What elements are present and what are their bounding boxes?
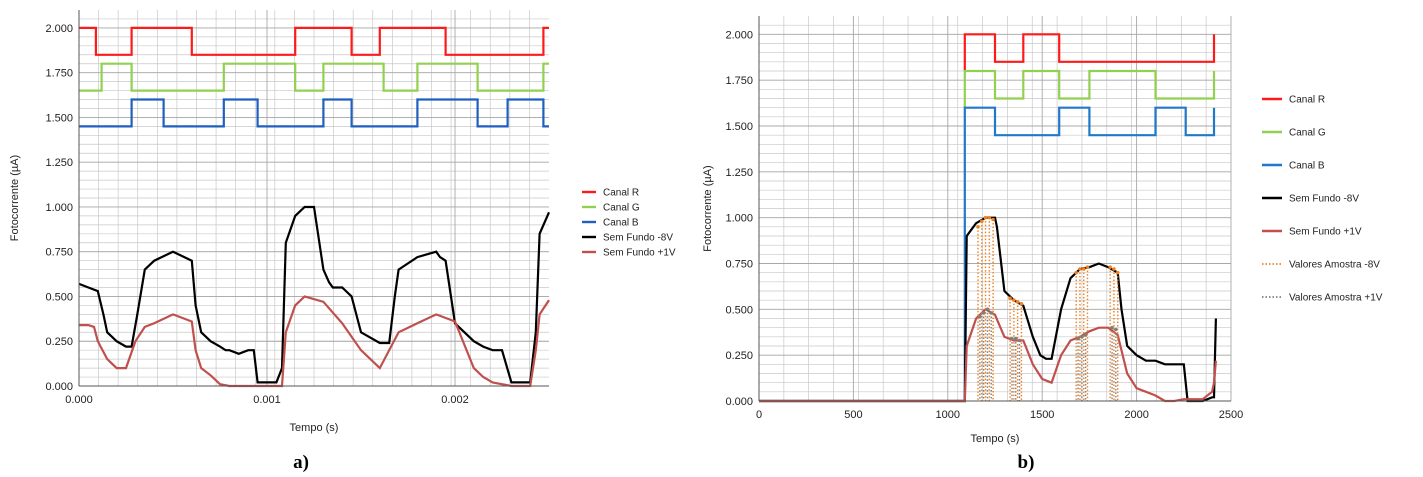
- legend-label: Sem Fundo +1V: [603, 248, 676, 259]
- series-line-canal-r: [79, 26, 549, 56]
- x-tick-label: 2500: [1219, 409, 1243, 421]
- sample-point: [1074, 270, 1078, 275]
- series-line-canal-g: [79, 62, 549, 92]
- x-tick-label: 0.002: [441, 394, 469, 406]
- sample-point: [1110, 325, 1114, 330]
- y-tick-label: 1.250: [45, 157, 73, 169]
- sample-point: [1081, 267, 1086, 271]
- x-tick-label: 0.001: [253, 394, 281, 406]
- sample-point: [1112, 267, 1116, 271]
- chart-panel-b: 0.000 0.250 0.500 0.750 1.000 1.250 1.500 1.750…: [702, 16, 1383, 473]
- legend-label: Sem Fundo -8V: [603, 233, 673, 244]
- legend-label: Canal G: [603, 203, 640, 214]
- series-line-sem-fundo-1v: [759, 307, 1217, 403]
- legend-label: Canal G: [1289, 128, 1326, 139]
- y-tick-label: 1.500: [725, 121, 753, 133]
- sample-point: [1015, 300, 1020, 304]
- x-tick-label: 1000: [936, 409, 960, 421]
- x-tick-label: 0.000: [65, 394, 93, 406]
- legend: Canal R Canal G Canal B Sem Fundo -8V Sem Fu…: [1262, 95, 1383, 304]
- y-tick-label: 1.250: [725, 167, 753, 179]
- x-tick-label: 2000: [1124, 409, 1148, 421]
- legend-label: Valores Amostra -8V: [1289, 260, 1380, 271]
- y-tick-label: 1.750: [725, 75, 753, 87]
- sample-point: [1013, 336, 1018, 341]
- sample-point: [987, 215, 992, 220]
- legend: Canal R Canal G Canal B Sem Fundo -8V Sem Fu…: [582, 188, 676, 259]
- series-line-canal-b: [79, 98, 549, 128]
- series-group: [759, 33, 1217, 403]
- sample-point: [989, 311, 994, 315]
- sample-point: [1010, 336, 1014, 341]
- sample-point: [1083, 333, 1088, 337]
- y-tick-label: 1.000: [725, 213, 753, 225]
- sample-point: [1085, 265, 1090, 269]
- legend-label: Valores Amostra +1V: [1289, 293, 1383, 304]
- panel-label: b): [1018, 452, 1035, 473]
- chart-panel-a: 0.000 0.250 0.500 0.750 1.000 1.250 1.500 1.750…: [9, 10, 676, 473]
- y-tick-label: 0.500: [725, 304, 753, 316]
- sample-point: [981, 311, 986, 315]
- sample-point: [1019, 302, 1024, 306]
- series-line-canal-b: [759, 106, 1216, 403]
- y-tick-label: 0.750: [45, 247, 73, 259]
- sample-point: [1017, 338, 1022, 343]
- legend-label: Sem Fundo -8V: [1289, 194, 1359, 205]
- sample-point: [1080, 335, 1084, 339]
- sample-point: [978, 314, 982, 319]
- sample-point: [1115, 270, 1120, 275]
- y-axis-title: Fotocorrente (µA): [9, 155, 21, 241]
- y-tick-label: 0.750: [725, 259, 753, 271]
- y-tick-label: 1.500: [45, 112, 73, 124]
- legend-label: Canal R: [1289, 95, 1325, 106]
- legend-label: Canal B: [1289, 161, 1325, 172]
- x-axis-title: Tempo (s): [971, 433, 1020, 445]
- grid: [78, 10, 549, 387]
- y-tick-label: 0.000: [45, 381, 73, 393]
- series-line-sem-fundo-8v: [759, 216, 1217, 403]
- y-tick-label: 1.750: [45, 68, 73, 80]
- sample-point: [1108, 265, 1112, 269]
- sample-point: [976, 225, 980, 229]
- y-axis-title: Fotocorrente (µA): [702, 165, 714, 251]
- y-tick-label: 0.250: [725, 350, 753, 362]
- sample-point: [983, 215, 988, 220]
- x-tick-label: 500: [844, 409, 862, 421]
- x-tick-label: 0: [756, 409, 762, 421]
- series-line-canal-r: [963, 33, 1216, 71]
- sample-point: [985, 307, 990, 312]
- series-line-canal-g: [963, 69, 1216, 108]
- x-tick-label: 1500: [1030, 409, 1054, 421]
- panel-label: a): [293, 452, 309, 473]
- legend-label: Canal B: [603, 218, 639, 229]
- sample-point: [1076, 336, 1080, 341]
- sample-point: [1012, 298, 1016, 302]
- x-axis-title: Tempo (s): [290, 422, 339, 434]
- sample-point: [1008, 296, 1012, 301]
- legend-label: Canal R: [603, 188, 639, 199]
- sample-point: [979, 219, 984, 224]
- legend-label: Sem Fundo +1V: [1289, 227, 1362, 238]
- y-tick-label: 2.000: [45, 23, 73, 35]
- y-tick-label: 0.250: [45, 336, 73, 348]
- sample-point: [1078, 267, 1082, 271]
- sample-point: [991, 217, 995, 222]
- series-line-sem-fundo-8v: [78, 205, 551, 384]
- y-tick-label: 0.000: [725, 396, 753, 408]
- y-tick-label: 1.000: [45, 202, 73, 214]
- sample-point: [1114, 327, 1118, 332]
- y-tick-label: 0.500: [45, 291, 73, 303]
- y-tick-label: 2.000: [725, 29, 753, 41]
